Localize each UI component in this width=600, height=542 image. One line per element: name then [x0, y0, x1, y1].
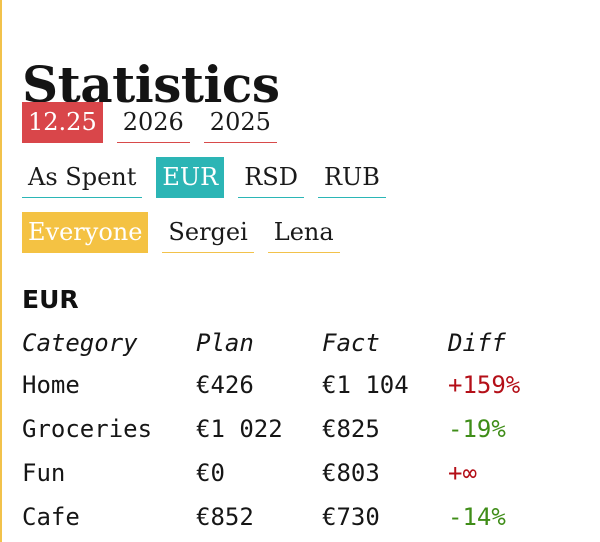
table-row: Groceries €1 022 €825 -19%	[22, 407, 558, 451]
plan-cell: €1 022	[196, 415, 283, 443]
diff-cell: -14%	[448, 503, 506, 531]
person-filter-everyone[interactable]: Everyone	[22, 212, 149, 253]
category-cell: Fun	[22, 459, 66, 487]
page-title: Statistics	[22, 54, 280, 114]
date-filter-group: 12.25 2026 2025	[22, 102, 291, 143]
currency-filter-rub[interactable]: RUB	[317, 157, 386, 198]
plan-column-header: Plan	[196, 329, 254, 357]
currency-filter-eur[interactable]: EUR	[156, 157, 225, 198]
category-cell: Groceries	[22, 415, 153, 443]
diff-column-header: Diff	[448, 329, 506, 357]
table-row: Fun €0 €803 +∞	[22, 451, 558, 495]
fact-cell: €803	[322, 459, 380, 487]
category-cell: Home	[22, 371, 80, 399]
diff-cell: -19%	[448, 415, 506, 443]
date-filter-12-25[interactable]: 12.25	[22, 102, 103, 143]
statistics-table: Category Plan Fact Diff Home €426 €1 104…	[22, 323, 558, 539]
person-filter-group: Everyone Sergei Lena	[22, 212, 354, 253]
currency-filter-group: As Spent EUR RSD RUB	[22, 157, 400, 198]
plan-cell: €426	[196, 371, 254, 399]
date-filter-2026[interactable]: 2026	[116, 102, 190, 143]
diff-cell: +∞	[448, 459, 477, 487]
diff-cell: +159%	[448, 371, 521, 399]
plan-cell: €0	[196, 459, 225, 487]
person-filter-lena[interactable]: Lena	[267, 212, 340, 253]
left-accent-rule	[0, 0, 2, 542]
fact-cell: €730	[322, 503, 380, 531]
fact-cell: €1 104	[322, 371, 409, 399]
fact-column-header: Fact	[322, 329, 380, 357]
person-filter-sergei[interactable]: Sergei	[162, 212, 254, 253]
currency-filter-rsd[interactable]: RSD	[238, 157, 304, 198]
table-header-row: Category Plan Fact Diff	[22, 323, 558, 363]
date-filter-2025[interactable]: 2025	[203, 102, 277, 143]
currency-section-title: EUR	[22, 285, 79, 314]
fact-cell: €825	[322, 415, 380, 443]
currency-filter-as-spent[interactable]: As Spent	[22, 157, 143, 198]
plan-cell: €852	[196, 503, 254, 531]
table-row: Cafe €852 €730 -14%	[22, 495, 558, 539]
category-cell: Cafe	[22, 503, 80, 531]
category-column-header: Category	[22, 329, 138, 357]
table-row: Home €426 €1 104 +159%	[22, 363, 558, 407]
